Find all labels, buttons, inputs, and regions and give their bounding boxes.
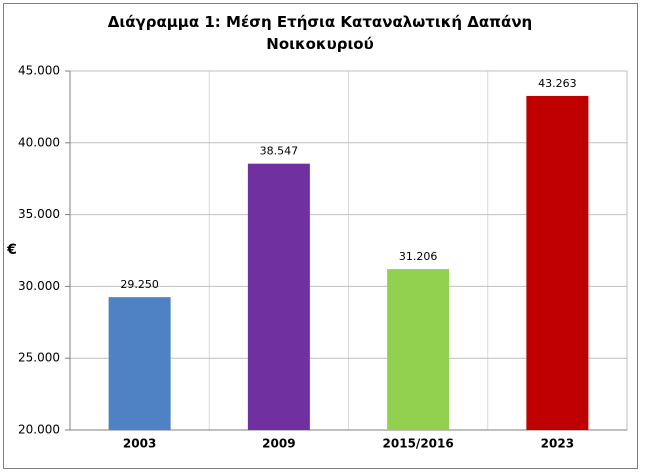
x-tick-label: 2023: [541, 437, 574, 451]
data-label: 43.263: [538, 77, 577, 90]
bar: [526, 95, 589, 430]
y-tick-label: 30.000: [18, 279, 60, 293]
bar: [247, 163, 310, 430]
data-label: 29.250: [120, 278, 159, 291]
data-label: 31.206: [399, 250, 438, 263]
x-tick-label: 2009: [262, 437, 295, 451]
y-tick-label: 20.000: [18, 423, 60, 437]
data-label: 38.547: [260, 145, 299, 158]
y-tick-label: 35.000: [18, 207, 60, 221]
x-tick-label: 2015/2016: [383, 437, 454, 451]
y-tick-label: 25.000: [18, 351, 60, 365]
y-tick-label: 40.000: [18, 135, 60, 149]
x-tick-label: 2003: [123, 437, 156, 451]
y-tick-label: 45.000: [18, 64, 60, 78]
y-axis-label: €: [6, 242, 17, 258]
bar: [108, 297, 171, 430]
bar: [387, 269, 450, 430]
chart-title: Διάγραμμα 1: Μέση Ετήσια Καταναλωτική Δα…: [107, 13, 533, 53]
